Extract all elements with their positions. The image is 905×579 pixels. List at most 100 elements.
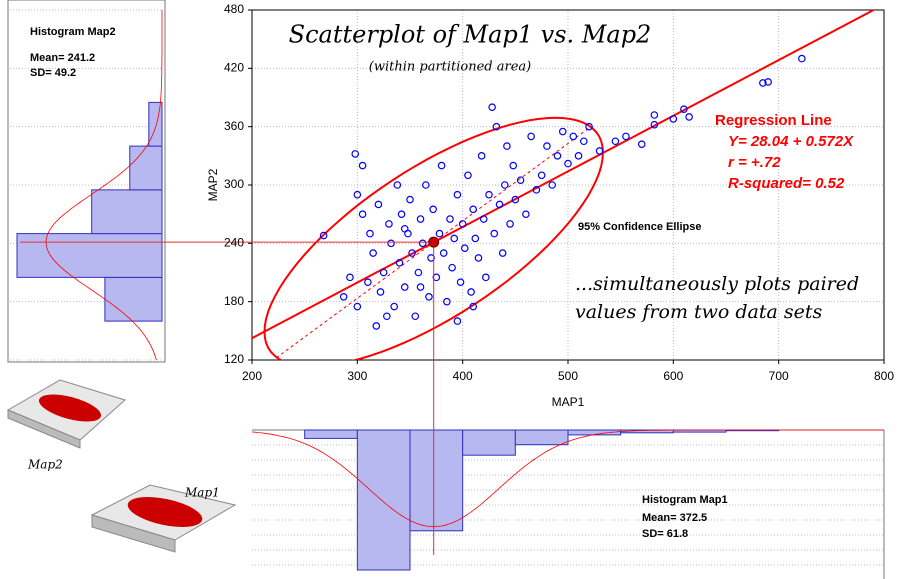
x-tick-label: 200 [242, 369, 262, 383]
chart-title: Scatterplot of Map1 vs. Map2 [289, 21, 652, 49]
x-tick-label: 700 [769, 369, 789, 383]
scatter-point [639, 141, 645, 147]
scatter-point [417, 216, 423, 222]
scatter-point [468, 289, 474, 295]
annotation: values from two data sets [575, 301, 823, 323]
y-tick-label: 240 [224, 236, 244, 250]
chart: Map2 Map1 Scatterplot of Map1 vs. Map2 (wit… [0, 0, 905, 579]
scatter-point [426, 294, 432, 300]
scatter-point [470, 206, 476, 212]
x-tick-label: 300 [347, 369, 367, 383]
y-tick-label: 180 [224, 294, 244, 308]
scatter-point [575, 153, 581, 159]
scatter-point [507, 221, 513, 227]
scatter-point [365, 279, 371, 285]
regression-r: r = +.72 [728, 154, 781, 171]
scatter-point [499, 250, 505, 256]
histogram-bar [305, 430, 358, 438]
scatter-point [489, 104, 495, 110]
x-tick-label: 400 [453, 369, 473, 383]
scatter-point [465, 172, 471, 178]
scatter-point [554, 153, 560, 159]
scatter-point [612, 138, 618, 144]
scatter-point [415, 269, 421, 275]
scatter-point [402, 226, 408, 232]
image-label: Map2 [27, 458, 63, 472]
histogram-sd: SD= 49.2 [30, 67, 76, 79]
scatter-point [462, 245, 468, 251]
histogram-bar [515, 430, 568, 445]
histogram-mean: Mean= 241.2 [30, 52, 95, 64]
scatter-point [398, 211, 404, 217]
x-tick-label: 800 [874, 369, 894, 383]
image-label: Map1 [184, 486, 220, 500]
scatter-point [430, 206, 436, 212]
scatter-point [352, 151, 358, 157]
histogram-bar [17, 234, 162, 278]
y-tick-label: 300 [224, 177, 244, 191]
scatter-point [451, 235, 457, 241]
histogram-title: Histogram Map2 [30, 26, 116, 38]
y-tick-label: 360 [224, 119, 244, 133]
histogram-mean: Mean= 372.5 [642, 512, 707, 524]
terrain-map2 [8, 380, 125, 448]
x-tick-label: 600 [663, 369, 683, 383]
mean-point [429, 237, 439, 247]
regression-r-squared: R-squared= 0.52 [728, 175, 845, 192]
scatter-point [523, 211, 529, 217]
histogram-bar [357, 430, 410, 570]
scatter-point [441, 250, 447, 256]
histogram-bar [463, 430, 516, 455]
scatter-point [483, 274, 489, 280]
histogram-bar [410, 430, 463, 531]
scatter-point [651, 112, 657, 118]
scatter-point [457, 279, 463, 285]
scatter-point [538, 172, 544, 178]
scatter-point [528, 133, 534, 139]
chart-subtitle: (within partitioned area) [369, 60, 532, 75]
scatter-point [475, 255, 481, 261]
scatter-point [407, 196, 413, 202]
scatter-point [384, 313, 390, 319]
scatter-point [438, 162, 444, 168]
histogram-title: Histogram Map1 [642, 494, 728, 506]
regression-title: Regression Line [715, 112, 832, 129]
histogram-sd: SD= 61.8 [642, 528, 688, 540]
scatter-point [375, 201, 381, 207]
scatter-point [340, 294, 346, 300]
regression-equation: Y= 28.04 + 0.572X [728, 133, 854, 150]
scatter-point [380, 269, 386, 275]
scatter-point [472, 235, 478, 241]
scatter-point [402, 284, 408, 290]
histogram-bar [130, 146, 162, 190]
scatter-point [454, 318, 460, 324]
scatter-point [412, 313, 418, 319]
scatter-point [478, 153, 484, 159]
scatter-point [391, 303, 397, 309]
x-axis-label: MAP1 [552, 395, 585, 409]
ellipse-label: 95% Confidence Ellipse [578, 221, 701, 233]
y-tick-label: 120 [224, 352, 244, 366]
scatter-point [347, 274, 353, 280]
x-tick-label: 500 [558, 369, 578, 383]
scatter-point [799, 55, 805, 61]
scatter-point [370, 250, 376, 256]
scatter-point [491, 230, 497, 236]
scatter-point [486, 192, 492, 198]
scatter-point [581, 138, 587, 144]
histogram-bar [92, 190, 162, 234]
histogram-bar [105, 277, 162, 321]
scatter-point [377, 289, 383, 295]
y-tick-label: 480 [224, 2, 244, 16]
scatter-point [454, 192, 460, 198]
scatter-point [686, 114, 692, 120]
scatter-point [504, 143, 510, 149]
y-tick-label: 420 [224, 61, 244, 75]
annotation: ...simultaneously plots paired [575, 273, 859, 295]
scatter-point [510, 162, 516, 168]
scatter-point [560, 128, 566, 134]
scatter-point [570, 133, 576, 139]
scatter-point [359, 162, 365, 168]
y-axis-label: MAP2 [206, 168, 220, 201]
scatter-point [449, 264, 455, 270]
